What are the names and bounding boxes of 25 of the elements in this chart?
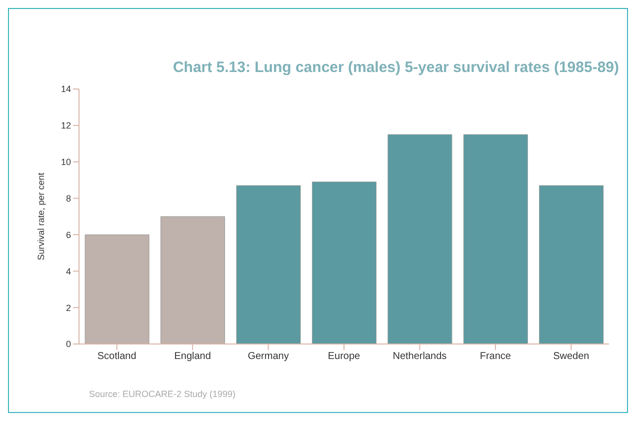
x-tick-label: Germany [248, 351, 289, 362]
y-tick-label: 10 [60, 157, 71, 168]
bar [388, 134, 452, 344]
y-tick-label: 6 [66, 230, 71, 240]
chart-title: Chart 5.13: Lung cancer (males) 5-year survival rates (1985-89) [172, 59, 619, 76]
bar [539, 185, 604, 344]
bar [160, 216, 226, 344]
bar [463, 134, 528, 344]
bar [236, 185, 301, 344]
bar [312, 182, 376, 344]
x-tick-label: England [174, 351, 211, 362]
y-tick-label: 12 [60, 120, 71, 131]
y-tick-label: 0 [66, 339, 71, 350]
source-note: Source: EUROCARE-2 Study (1999) [89, 389, 236, 399]
x-tick-label: Sweden [553, 351, 590, 362]
x-tick-label: Europe [328, 351, 361, 362]
x-tick-label: Scotland [97, 351, 136, 362]
y-tick-label: 4 [66, 266, 71, 276]
y-tick-label: 14 [60, 84, 71, 94]
x-tick-label: France [480, 351, 512, 362]
x-tick-label: Netherlands [392, 351, 447, 362]
y-tick-label: 2 [66, 302, 71, 313]
bar [84, 234, 150, 344]
y-tick-label: 8 [66, 193, 71, 204]
y-axis-title: Survival rate, per cent [36, 172, 46, 260]
